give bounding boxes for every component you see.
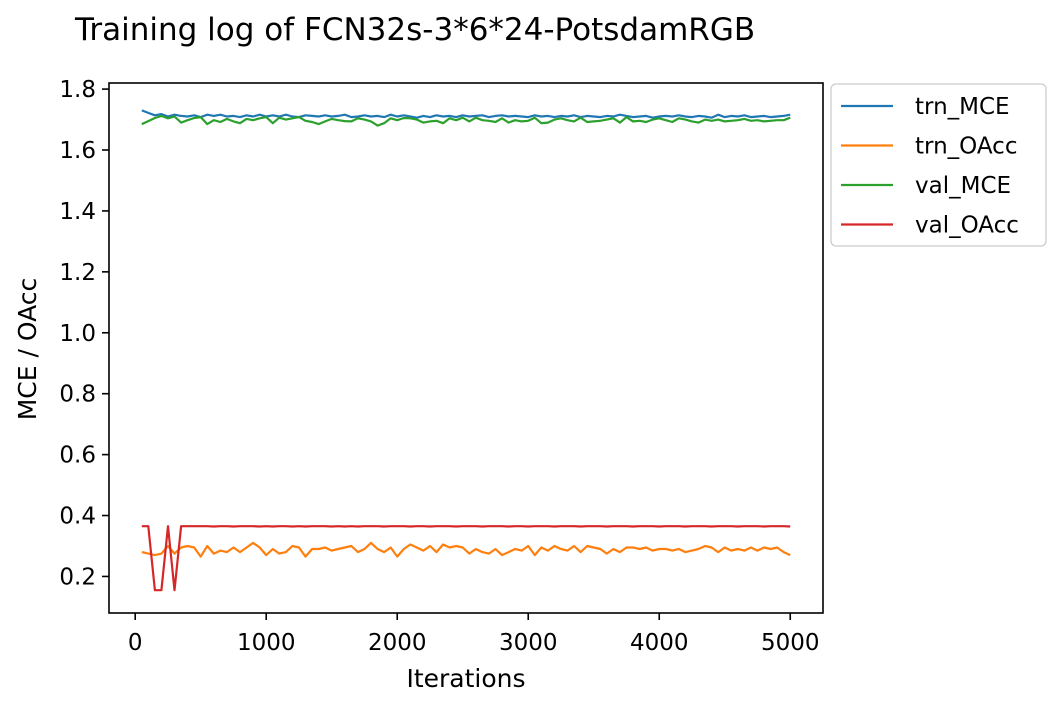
chart-title: Training log of FCN32s-3*6*24-PotsdamRGB [74, 12, 755, 48]
y-tick-label: 0.2 [59, 564, 96, 590]
y-axis: 0.2 0.4 0.6 0.8 1.0 1.2 1.4 1.6 1.8 [59, 77, 109, 590]
y-tick-label: 1.8 [59, 77, 96, 103]
y-tick-label: 1.0 [59, 321, 96, 347]
series-line-val_OAcc [141, 525, 791, 592]
y-tick-label: 0.4 [59, 504, 96, 530]
legend-box [830, 83, 1047, 247]
y-tick-label: 0.8 [59, 382, 96, 408]
series-line-trn_OAcc [141, 541, 791, 558]
y-tick-label: 0.6 [59, 443, 96, 469]
y-tick-label: 1.2 [59, 260, 96, 286]
legend-label-val_OAcc: val_OAcc [915, 213, 1019, 239]
x-tick-label: 0 [128, 630, 143, 656]
x-axis: 0 1000 2000 3000 4000 5000 [128, 613, 820, 656]
x-tick-label: 1000 [237, 630, 296, 656]
legend-label-trn_MCE: trn_MCE [915, 94, 1010, 120]
x-tick-label: 3000 [499, 630, 558, 656]
x-tick-label: 2000 [368, 630, 427, 656]
y-axis-label: MCE / OAcc [13, 278, 42, 421]
y-tick-label: 1.4 [59, 199, 96, 225]
plot-area [108, 82, 824, 614]
x-tick-label: 5000 [761, 630, 820, 656]
legend-label-trn_OAcc: trn_OAcc [915, 134, 1017, 160]
x-axis-label: Iterations [406, 664, 525, 693]
series-line-trn_MCE [141, 109, 791, 119]
legend: trn_MCE trn_OAcc val_MCE val_OAcc [830, 83, 1047, 247]
legend-label-val_MCE: val_MCE [915, 173, 1011, 199]
axes-frame [108, 82, 824, 614]
x-tick-label: 4000 [630, 630, 689, 656]
y-tick-label: 1.6 [59, 138, 96, 164]
series-line-val_MCE [141, 114, 791, 127]
